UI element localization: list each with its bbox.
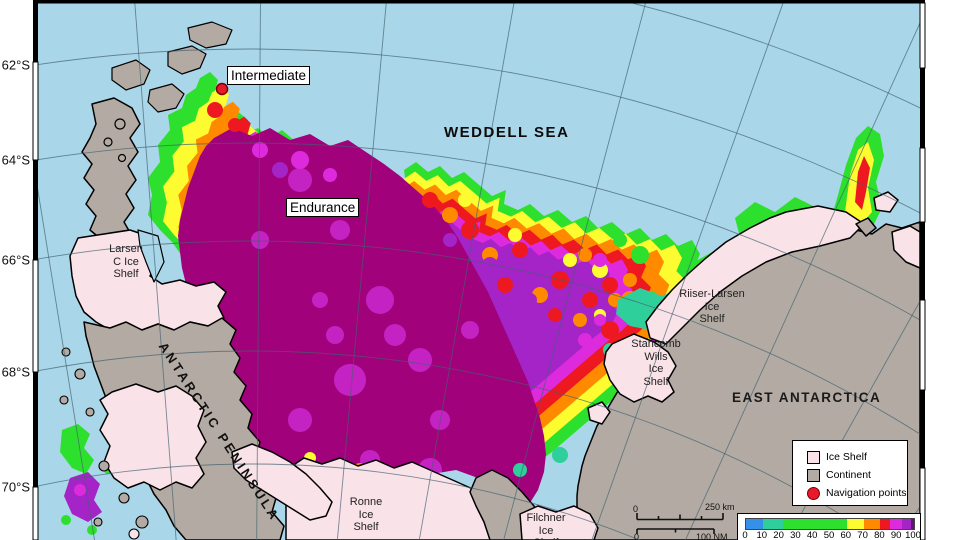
latitude-label-70s: 70°S	[1, 479, 30, 495]
label-stancomb-wills-ice-shelf: Stancomb Wills Ice Shelf	[631, 338, 681, 388]
scale-bar	[636, 513, 724, 534]
latitude-label-68s: 68°S	[1, 364, 30, 380]
legend-label-continent: Continent	[826, 469, 871, 481]
label-ronne-ice-shelf: Ronne Ice Shelf	[349, 496, 383, 533]
label-filchner-ice-shelf: FilchnerIceShelf	[526, 512, 566, 540]
sea-ice-core	[178, 128, 546, 532]
ice-shelf-swatch-icon	[807, 450, 820, 464]
navigation-point-intermediate	[215, 82, 229, 96]
legend-label-ice-shelf: Ice Shelf	[826, 451, 867, 463]
navigation-point-icon	[807, 486, 820, 500]
ice-shelf-stancomb-wills	[603, 333, 677, 403]
islands-northwest	[103, 21, 233, 163]
sea-ice-speckles-magenta-core	[251, 168, 479, 482]
legend-label-navigation-points: Navigation points	[826, 487, 907, 499]
colorbar: 0 10 20 30 40 50 60 70 80 90 100	[737, 513, 921, 540]
islands-west	[59, 347, 149, 540]
scale-km-end: 250 km	[705, 502, 735, 512]
latitude-label-62s: 62°S	[1, 57, 30, 73]
scale-km-start: 0	[633, 504, 639, 514]
latitude-label-64s: 64°S	[1, 152, 30, 168]
label-east-antarctica: EAST ANTARCTICA	[732, 390, 882, 405]
map-frame	[32, 0, 926, 540]
ice-shelf-riiser-larsen	[645, 205, 865, 345]
label-intermediate: Intermediate	[227, 66, 311, 85]
ice-shelf-filchner	[519, 505, 599, 540]
scale-nm-end: 100 NM	[696, 532, 728, 540]
label-weddell-sea: WEDDELL SEA	[444, 124, 570, 141]
colorbar-gradient	[745, 518, 915, 530]
ice-shelf-peninsula-inner	[99, 383, 207, 491]
scale-nm-start: 0	[634, 532, 640, 540]
colorbar-ticks: 0 10 20 30 40 50 60 70 80 90 100	[742, 530, 921, 540]
continent-swatch-icon	[807, 468, 820, 482]
label-riiser-larsen-ice-shelf: Riiser-Larsen Ice Shelf	[679, 288, 745, 325]
label-endurance: Endurance	[286, 198, 360, 217]
label-larsen-c-ice-shelf: Larsen C Ice Shelf	[109, 243, 143, 280]
legend: Ice Shelf Continent Navigation points	[792, 440, 908, 506]
latitude-label-66s: 66°S	[1, 252, 30, 268]
